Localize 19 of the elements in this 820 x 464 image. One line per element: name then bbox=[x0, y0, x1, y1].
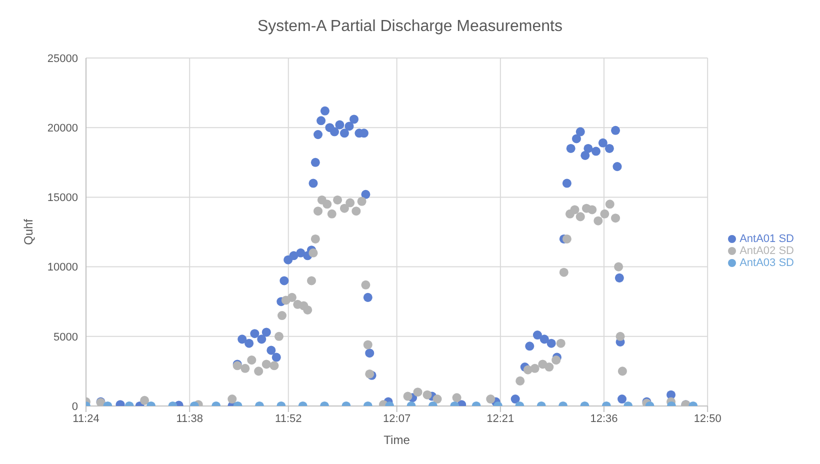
y-tick-label: 20000 bbox=[47, 122, 78, 135]
x-tick-label: 12:36 bbox=[590, 412, 618, 425]
x-tick-label: 11:52 bbox=[275, 412, 302, 425]
legend-label: AntA02 SD bbox=[740, 245, 794, 257]
y-tick-label: 25000 bbox=[47, 52, 78, 65]
y-tick-label: 10000 bbox=[47, 262, 78, 274]
x-tick-label: 11:38 bbox=[176, 412, 203, 425]
x-tick-label: 12:21 bbox=[486, 412, 514, 425]
x-axis-title: Time bbox=[384, 433, 410, 447]
chart-title: System-A Partial Discharge Measurements bbox=[256, 17, 564, 37]
x-tick-label: 12:07 bbox=[383, 412, 411, 425]
legend-label: AntA01 SD bbox=[740, 233, 794, 245]
y-tick-label: 15000 bbox=[47, 192, 78, 204]
x-tick-label: 11:24 bbox=[72, 412, 100, 425]
legend-label: AntA03 SD bbox=[740, 257, 794, 269]
x-tick-label: 12:50 bbox=[694, 412, 722, 425]
y-tick-label: 0 bbox=[72, 400, 78, 413]
y-axis-title: Quhf bbox=[21, 218, 36, 246]
y-tick-label: 5000 bbox=[54, 331, 78, 344]
